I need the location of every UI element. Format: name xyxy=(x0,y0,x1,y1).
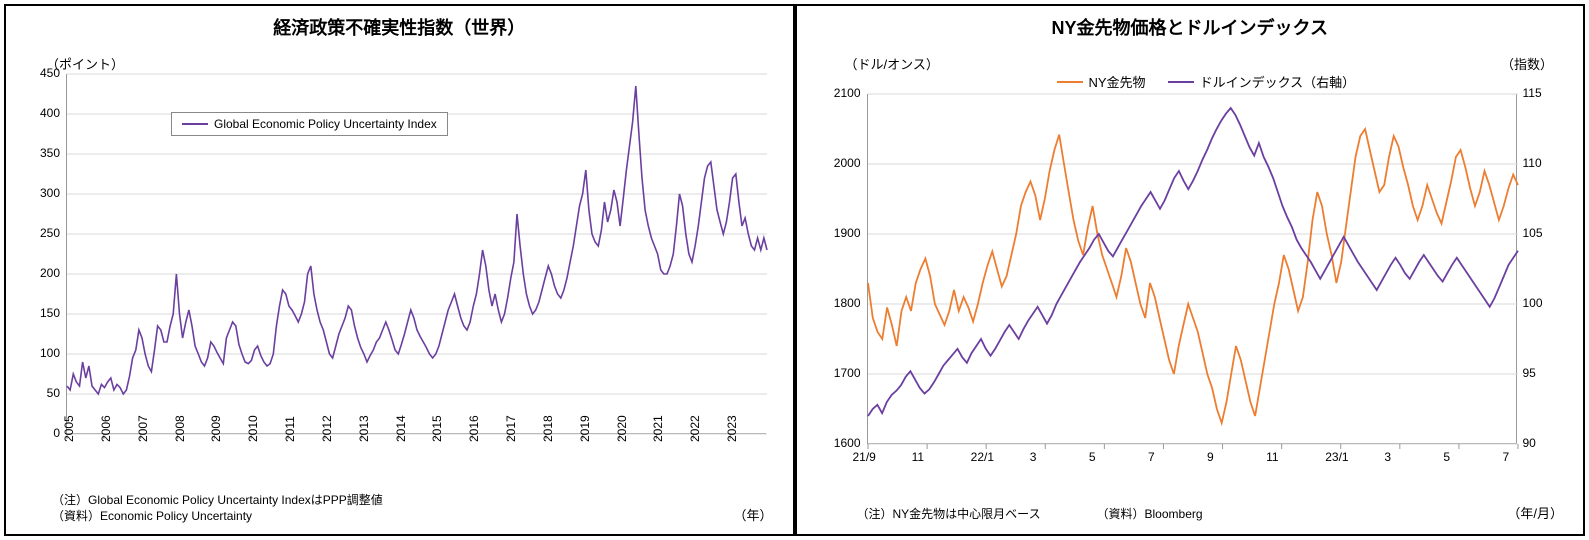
xtick-label: 2010 xyxy=(246,415,260,442)
ytick-right: 95 xyxy=(1523,366,1536,380)
xtick-label: 21/9 xyxy=(853,450,876,464)
ytick-right: 100 xyxy=(1523,296,1543,310)
xtick-label: 2014 xyxy=(394,415,408,442)
ytick-right: 115 xyxy=(1523,86,1542,100)
right-legend2-text: ドルインデックス（右軸） xyxy=(1200,72,1356,91)
ytick-label: 400 xyxy=(26,106,60,120)
left-note2: （資料）Economic Policy Uncertainty xyxy=(52,507,252,524)
ytick-label: 0 xyxy=(26,426,60,440)
ytick-right: 90 xyxy=(1523,436,1536,450)
xtick-label: 11 xyxy=(1266,450,1278,464)
left-title: 経済政策不確実性指数（世界） xyxy=(6,6,793,40)
ytick-label: 50 xyxy=(26,386,60,400)
ytick-label: 250 xyxy=(26,226,60,240)
right-x-label: （年/月） xyxy=(1507,503,1563,522)
xtick-label: 5 xyxy=(1443,450,1450,464)
xtick-label: 2008 xyxy=(173,415,187,442)
right-note2: （資料）Bloomberg xyxy=(1097,505,1203,522)
right-panel: NY金先物価格とドルインデックス （ドル/オンス） （指数） NY金先物 ドルイ… xyxy=(795,4,1586,536)
xtick-label: 2016 xyxy=(467,415,481,442)
xtick-label: 7 xyxy=(1503,450,1510,464)
right-y-label-right: （指数） xyxy=(1501,54,1553,73)
legend-swatch xyxy=(1168,81,1194,83)
ytick-right: 110 xyxy=(1523,156,1542,170)
xtick-label: 2017 xyxy=(504,415,518,442)
xtick-label: 2019 xyxy=(578,415,592,442)
right-legend-row: NY金先物 ドルインデックス（右軸） xyxy=(1057,72,1356,91)
ytick-label: 100 xyxy=(26,346,60,360)
ytick-left: 1900 xyxy=(823,226,861,240)
xtick-label: 2012 xyxy=(320,415,334,442)
xtick-label: 2013 xyxy=(357,415,371,442)
xtick-label: 9 xyxy=(1207,450,1214,464)
ytick-left: 1600 xyxy=(823,436,861,450)
xtick-label: 2011 xyxy=(283,416,297,442)
left-x-label: （年） xyxy=(733,505,772,524)
panel-container: 経済政策不確実性指数（世界） （ポイント） Global Economic Po… xyxy=(4,4,1585,536)
xtick-label: 2023 xyxy=(725,415,739,442)
ytick-left: 1700 xyxy=(823,366,861,380)
right-legend2: ドルインデックス（右軸） xyxy=(1168,72,1356,91)
ytick-right: 105 xyxy=(1523,226,1543,240)
right-plot-area xyxy=(867,94,1517,444)
ytick-label: 350 xyxy=(26,146,60,160)
ytick-left: 1800 xyxy=(823,296,861,310)
left-panel: 経済政策不確実性指数（世界） （ポイント） Global Economic Po… xyxy=(4,4,795,536)
legend-swatch xyxy=(182,123,208,125)
right-legend1: NY金先物 xyxy=(1057,72,1146,91)
ytick-label: 450 xyxy=(26,66,60,80)
ytick-label: 300 xyxy=(26,186,60,200)
ytick-label: 150 xyxy=(26,306,60,320)
ytick-label: 200 xyxy=(26,266,60,280)
xtick-label: 3 xyxy=(1030,450,1037,464)
legend-swatch xyxy=(1057,81,1083,83)
xtick-label: 2005 xyxy=(62,415,76,442)
xtick-label: 2007 xyxy=(136,415,150,442)
xtick-label: 2022 xyxy=(688,415,702,442)
xtick-label: 11 xyxy=(912,450,924,464)
xtick-label: 22/1 xyxy=(971,450,994,464)
xtick-label: 2020 xyxy=(615,415,629,442)
xtick-label: 23/1 xyxy=(1325,450,1348,464)
xtick-label: 2015 xyxy=(430,415,444,442)
left-legend-box: Global Economic Policy Uncertainty Index xyxy=(171,112,448,136)
right-note1: （注）NY金先物は中心限月ベース xyxy=(857,505,1041,522)
xtick-label: 5 xyxy=(1089,450,1096,464)
left-legend-text: Global Economic Policy Uncertainty Index xyxy=(214,117,437,131)
xtick-label: 7 xyxy=(1148,450,1155,464)
xtick-label: 3 xyxy=(1384,450,1391,464)
right-title: NY金先物価格とドルインデックス xyxy=(797,6,1584,40)
xtick-label: 2021 xyxy=(651,415,665,442)
ytick-left: 2100 xyxy=(823,86,861,100)
right-series-svg xyxy=(868,94,1518,444)
left-note1: （注）Global Economic Policy Uncertainty In… xyxy=(52,491,383,508)
right-legend1-text: NY金先物 xyxy=(1089,72,1146,91)
xtick-label: 2009 xyxy=(209,415,223,442)
xtick-label: 2018 xyxy=(541,415,555,442)
xtick-label: 2006 xyxy=(99,415,113,442)
ytick-left: 2000 xyxy=(823,156,861,170)
right-y-label-left: （ドル/オンス） xyxy=(845,54,939,73)
